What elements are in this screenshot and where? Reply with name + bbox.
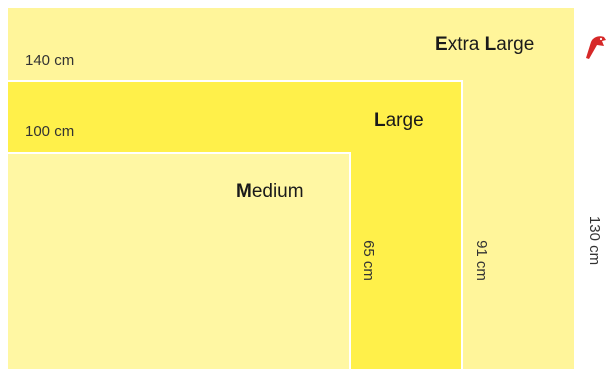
medium-area [8,152,351,369]
medium-label: Medium [236,181,304,202]
large-label: Large [374,110,424,131]
large-width-label: 100 cm [25,123,75,140]
red-bird-icon [586,36,606,59]
extra-large-width-label: 140 cm [25,52,75,69]
extra-large-label: Extra Large [435,34,535,55]
extra-large-height-label: 130 cm [586,215,604,266]
large-height-label: 91 cm [472,240,490,281]
medium-height-label: 65 cm [359,240,377,281]
